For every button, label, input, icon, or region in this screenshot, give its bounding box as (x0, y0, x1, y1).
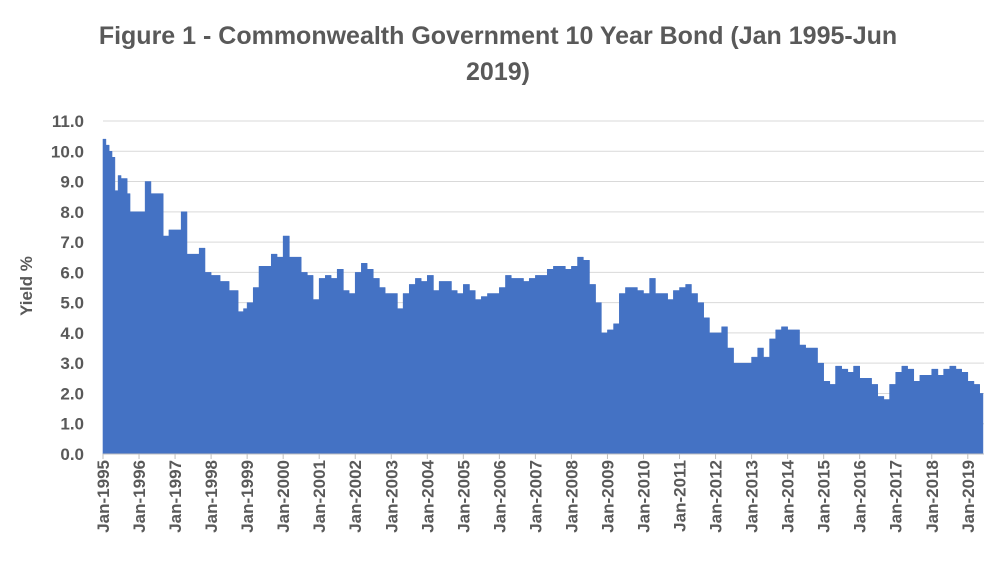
y-tick-label: 9.0 (60, 173, 84, 192)
series-area (102, 138, 984, 455)
x-tick-label: Jan-2006 (490, 460, 509, 533)
x-tick-label: Jan-1995 (94, 460, 113, 533)
chart-title: Figure 1 - Commonwealth Government 10 Ye… (0, 18, 996, 90)
x-tick-label: Jan-2005 (454, 460, 473, 533)
x-tick-label: Jan-2001 (310, 460, 329, 533)
y-tick-label: 0.0 (60, 445, 84, 464)
x-tick-label: Jan-2016 (851, 460, 870, 533)
x-tick-label: Jan-1999 (238, 460, 257, 533)
chart-title-line-1: Figure 1 - Commonwealth Government 10 Ye… (98, 22, 898, 50)
x-tick-label: Jan-2011 (671, 460, 690, 532)
y-tick-label: 7.0 (60, 233, 84, 252)
x-tick-label: Jan-2007 (526, 460, 545, 533)
y-tick-label: 3.0 (60, 354, 84, 373)
y-tick-label: 8.0 (60, 203, 84, 222)
x-tick-label: Jan-2002 (346, 460, 365, 533)
y-tick-label: 10.0 (51, 142, 84, 161)
x-tick-label: Jan-2017 (887, 460, 906, 533)
x-tick-label: Jan-1998 (202, 460, 221, 533)
x-tick-label: Jan-2013 (743, 460, 762, 533)
x-tick-label: Jan-2000 (274, 460, 293, 533)
x-tick-label: Jan-2003 (382, 460, 401, 533)
y-tick-label: 5.0 (60, 294, 84, 313)
y-tick-label: 6.0 (60, 263, 84, 282)
y-tick-label: 1.0 (60, 415, 84, 434)
x-tick-label: Jan-2012 (707, 460, 726, 533)
x-tick-label: Jan-1997 (166, 460, 185, 533)
y-tick-label: 2.0 (60, 384, 84, 403)
y-tick-label: 4.0 (60, 324, 84, 343)
x-tick-label: Jan-2009 (598, 460, 617, 533)
x-tick-label: Jan-2015 (815, 460, 834, 533)
x-tick-label: Jan-2010 (634, 460, 653, 533)
x-tick-label: Jan-2018 (923, 460, 942, 533)
y-tick-label: 11.0 (52, 112, 84, 131)
x-tick-label: Jan-2014 (779, 459, 798, 532)
x-tick-label: Jan-1996 (130, 460, 149, 533)
x-tick-label: Jan-2004 (418, 459, 437, 532)
chart-title-line-2: 2019) (466, 58, 530, 86)
x-tick-label: Jan-2008 (562, 460, 581, 533)
x-tick-label: Jan-2019 (959, 460, 978, 533)
